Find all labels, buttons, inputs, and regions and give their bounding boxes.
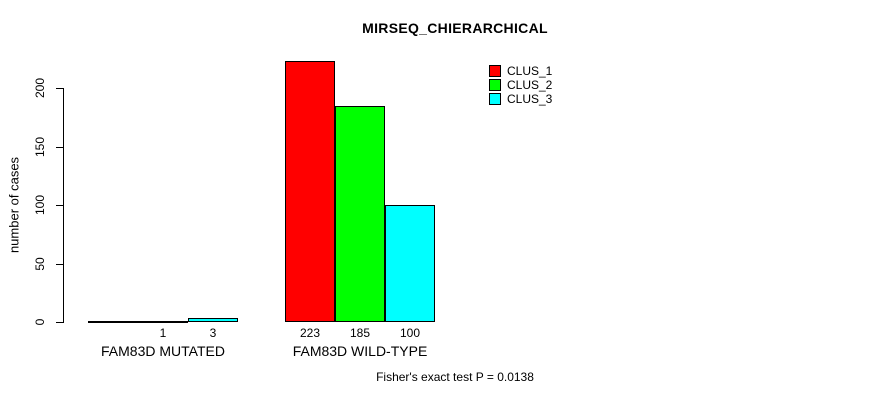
bar-clus-2-fam83d-wild-type [335,106,385,322]
legend-row-clus-1: CLUS_1 [489,65,552,77]
annotation-text: Fisher's exact test P = 0.0138 [376,370,534,384]
bar-clus-3-fam83d-wild-type [385,205,435,322]
legend-swatch-clus-2 [489,79,501,91]
bar-value-clus-2-fam83d-wild-type: 185 [349,326,371,340]
y-axis-label: number of cases [6,156,22,254]
category-label-wild-type: FAM83D WILD-TYPE [292,343,428,359]
bar-value-clus-3-fam83d-wild-type: 100 [399,326,421,340]
category-label-mutated: FAM83D MUTATED [101,343,225,359]
legend-label-clus-1: CLUS_1 [507,64,553,78]
y-tick-100 [56,205,63,206]
legend-row-clus-2: CLUS_2 [489,79,552,91]
y-tick-label-0: 0 [33,318,47,326]
y-tick-label-150: 150 [33,136,47,158]
y-tick-label-50: 50 [33,257,47,271]
y-tick-150 [56,147,63,148]
legend-label-clus-3: CLUS_3 [507,92,553,106]
y-axis [63,88,64,323]
bar-value-clus-2-fam83d-mutated: 1 [159,326,167,340]
legend-swatch-clus-1 [489,65,501,77]
y-tick-0 [56,322,63,323]
y-tick-label-200: 200 [33,77,47,99]
bar-value-clus-3-fam83d-mutated: 3 [209,326,217,340]
legend-row-clus-3: CLUS_3 [489,93,552,105]
bar-clus-1-fam83d-mutated [88,321,138,323]
legend-label-clus-2: CLUS_2 [507,78,553,92]
y-tick-50 [56,264,63,265]
bar-clus-3-fam83d-mutated [188,318,238,322]
legend-swatch-clus-3 [489,93,501,105]
y-tick-label-100: 100 [33,194,47,216]
bar-clus-2-fam83d-mutated [138,321,188,323]
legend: CLUS_1 CLUS_2 CLUS_3 [489,65,552,107]
bar-clus-1-fam83d-wild-type [285,61,335,322]
chart-title: MIRSEQ_CHIERARCHICAL [362,20,548,36]
bar-value-clus-1-fam83d-wild-type: 223 [299,326,321,340]
y-tick-200 [56,88,63,89]
